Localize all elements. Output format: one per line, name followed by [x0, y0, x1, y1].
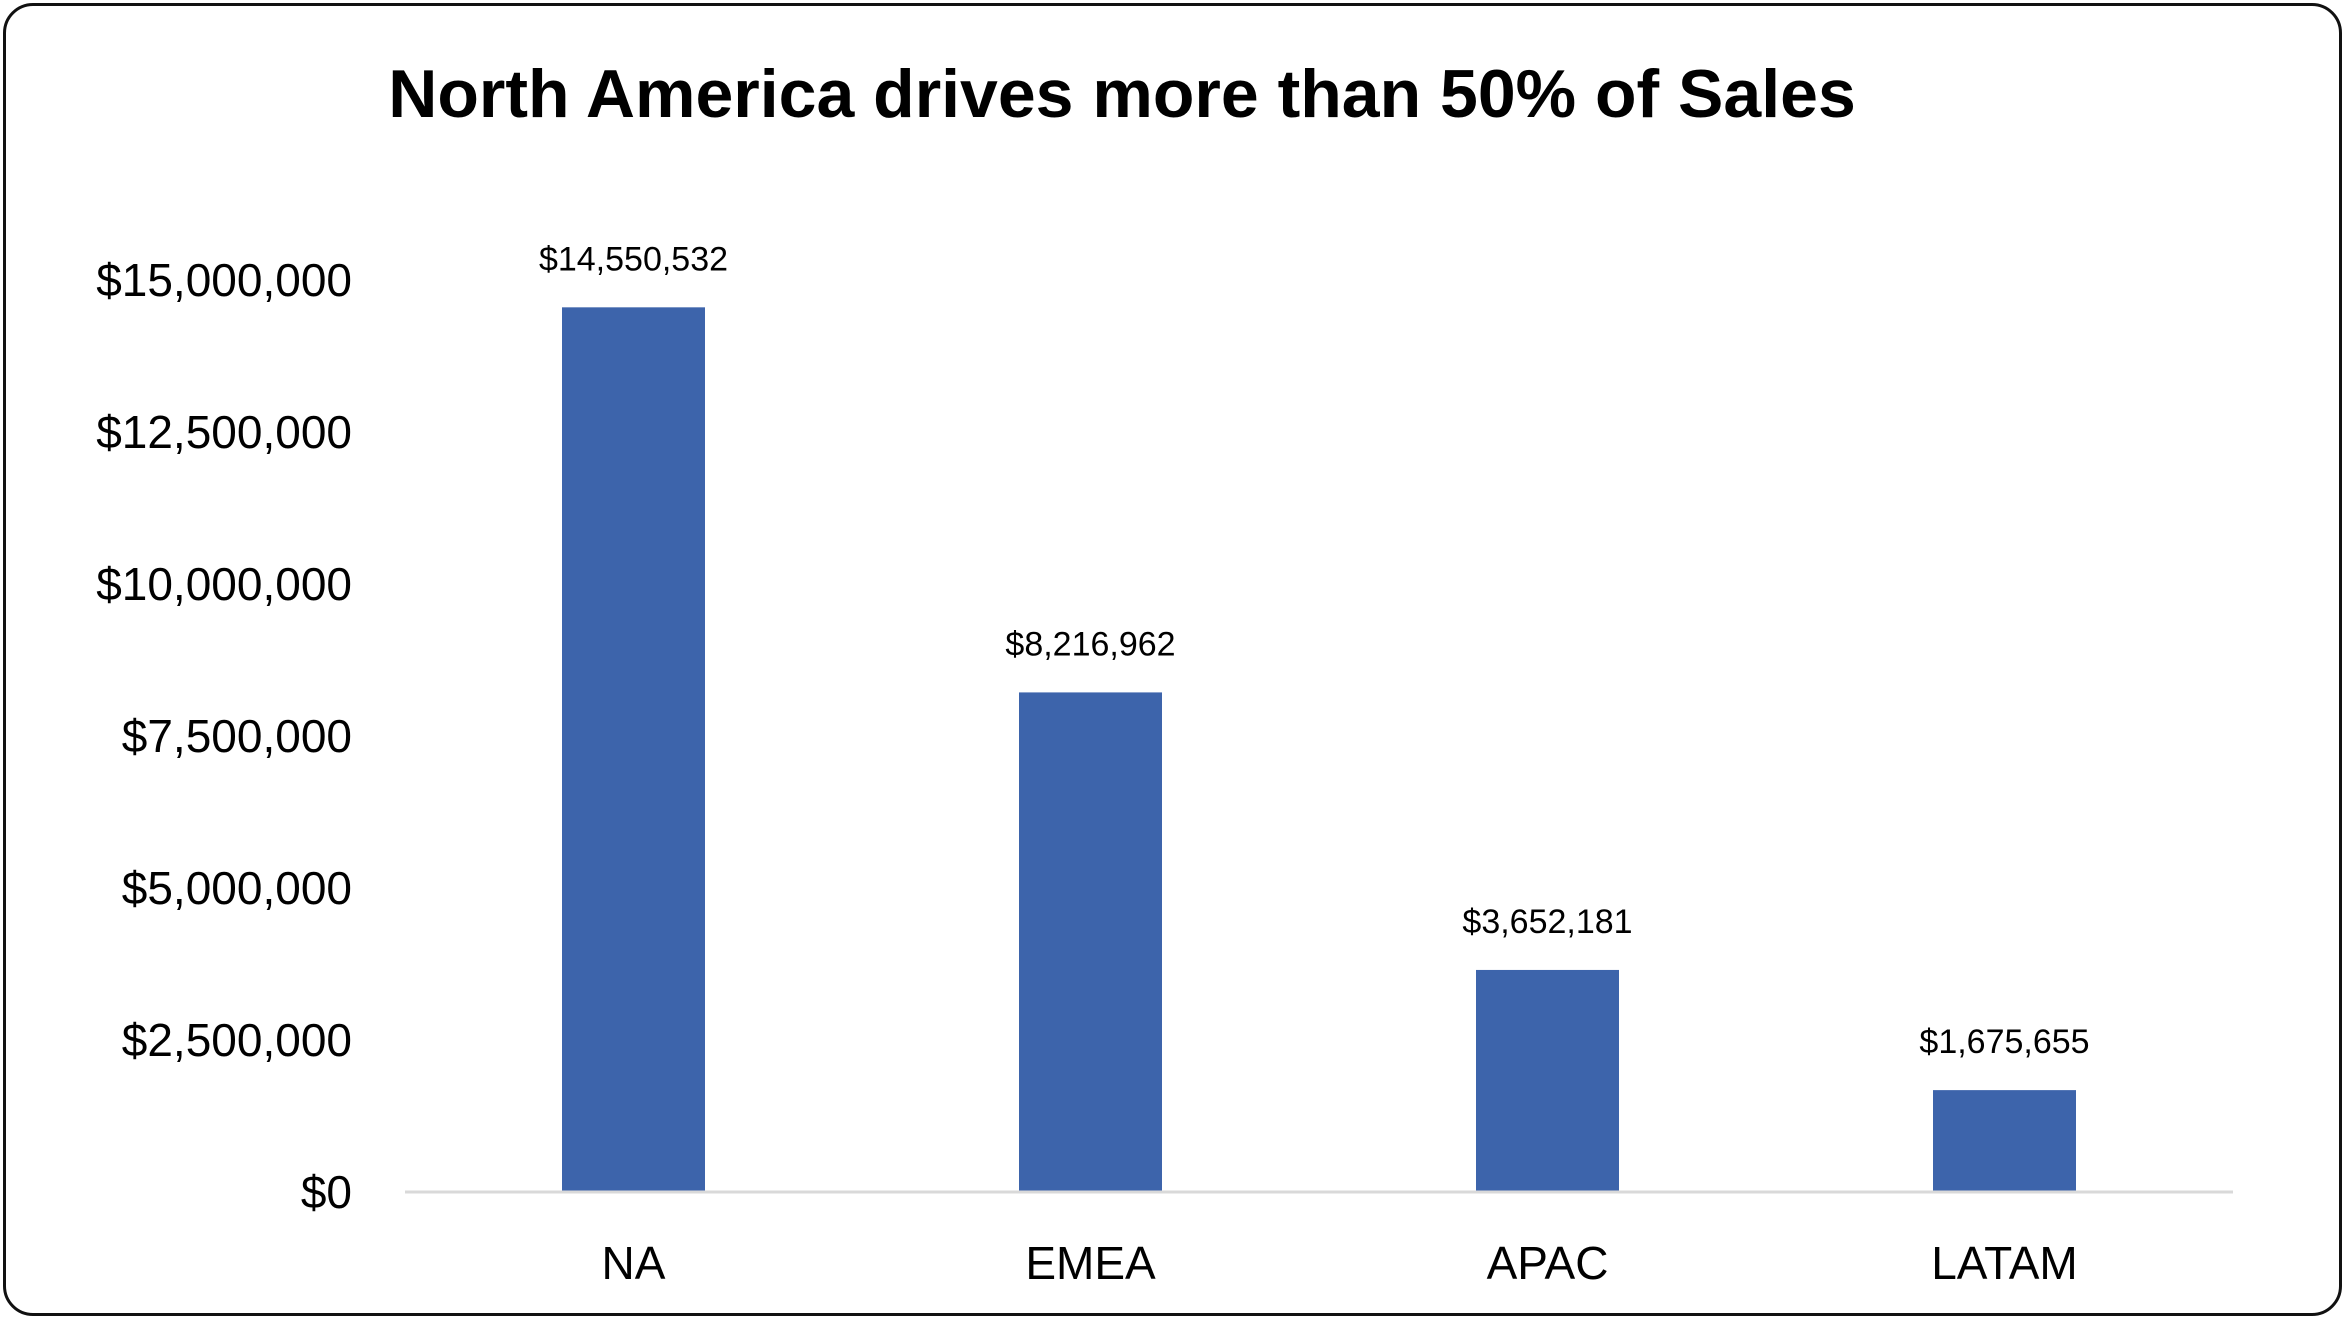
data-label: $8,216,962 [1005, 625, 1175, 663]
y-tick-label: $0 [301, 1166, 352, 1218]
bar-emea [1019, 692, 1162, 1192]
y-tick-label: $5,000,000 [122, 862, 352, 914]
x-tick-label: APAC [1487, 1237, 1609, 1289]
bar-apac [1476, 969, 1619, 1192]
y-tick-label: $2,500,000 [122, 1014, 352, 1066]
x-tick-label: LATAM [1931, 1237, 2078, 1289]
data-label: $1,675,655 [1919, 1023, 2089, 1061]
chart-title: North America drives more than 50% of Sa… [388, 56, 1856, 132]
y-tick-label: $12,500,000 [96, 406, 352, 458]
data-label: $14,550,532 [539, 240, 728, 278]
bar-latam [1933, 1090, 2076, 1192]
x-tick-label: NA [602, 1237, 666, 1289]
bar-na [562, 307, 705, 1193]
y-tick-label: $10,000,000 [96, 558, 352, 610]
y-tick-label: $7,500,000 [122, 710, 352, 762]
x-tick-label: EMEA [1025, 1237, 1156, 1289]
y-tick-label: $15,000,000 [96, 254, 352, 306]
x-axis: NA EMEA APAC LATAM [405, 1190, 2233, 1289]
data-label: $3,652,181 [1462, 903, 1632, 941]
bars: $14,550,532 $8,216,962 $3,652,181 $1,675,65… [539, 240, 2090, 1193]
y-axis: $0 $2,500,000 $5,000,000 $7,500,000 $10,000,… [96, 254, 352, 1218]
